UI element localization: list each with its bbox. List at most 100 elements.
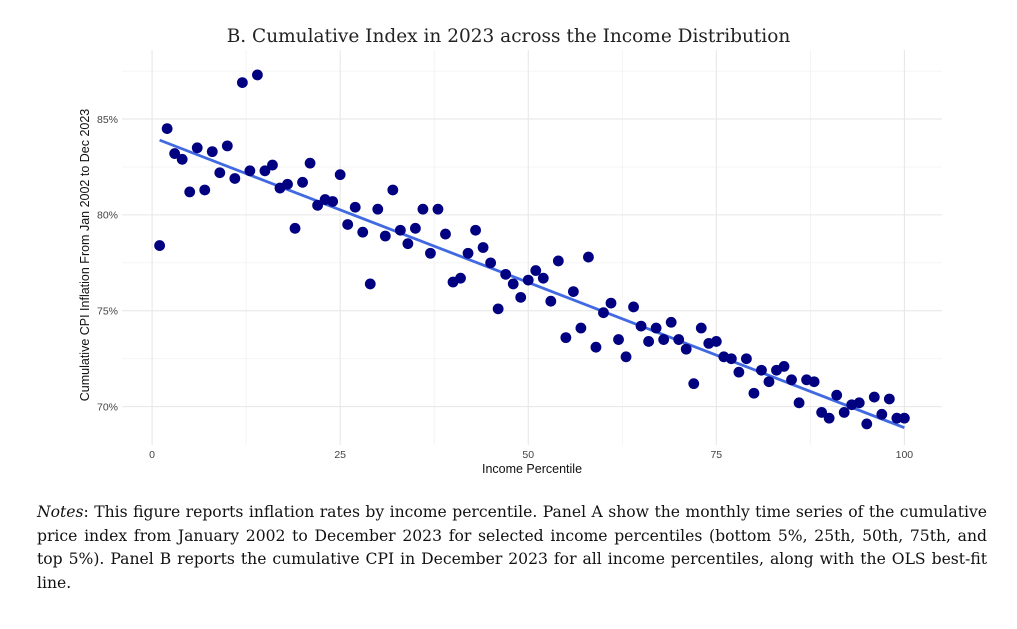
data-point [214,167,226,179]
data-point [620,351,632,363]
chart-title: B. Cumulative Index in 2023 across the I… [226,26,791,47]
data-point [417,203,429,215]
data-point [364,278,376,290]
data-point [492,303,504,315]
data-point [394,224,406,236]
data-point [297,176,308,188]
data-point [199,184,211,196]
data-point [184,186,196,198]
x-axis-title: Income Percentile [482,462,582,476]
x-tick-label: 50 [522,449,534,461]
data-point [372,203,384,215]
data-point [530,265,542,276]
data-point [613,334,624,345]
data-point [402,238,414,250]
data-points [154,69,910,430]
y-tick-label: 85% [97,114,118,126]
data-point [425,247,436,259]
data-point [733,366,745,378]
grid-lines [122,50,942,445]
data-point [221,140,233,152]
data-point [379,230,391,242]
data-point [282,178,293,190]
data-point [590,341,602,353]
data-point [161,123,173,135]
x-tick-label: 75 [710,449,722,461]
data-point [673,334,685,345]
data-point [808,376,820,388]
data-point [838,407,850,418]
data-point [455,272,466,284]
data-point [816,407,828,418]
data-point [680,343,692,355]
data-point [252,69,263,81]
data-point [778,360,790,372]
data-point [748,387,760,399]
data-point [432,203,444,215]
data-point [658,334,670,345]
y-tick-label: 80% [97,210,118,222]
data-point [688,378,700,390]
data-point [853,397,865,409]
data-point [485,257,497,269]
data-point [567,286,579,298]
data-point [831,389,843,401]
data-point [605,297,617,309]
data-point [823,412,835,424]
data-point [725,353,737,365]
data-point [643,336,655,347]
data-point [515,291,527,303]
data-point [267,159,278,171]
data-point [387,184,399,196]
figure-notes: Notes: This figure reports inflation rat… [37,501,987,595]
data-point [244,165,256,177]
data-point [763,376,775,388]
data-point [191,142,203,154]
data-point [598,307,609,319]
data-point [477,242,489,253]
y-axis-ticks: 70% 75% 80% 85% [97,114,118,414]
data-point [635,320,647,332]
data-point [861,418,873,430]
data-point [522,274,534,286]
data-point [206,146,218,158]
data-point [883,393,895,405]
data-point [304,157,316,169]
data-point [229,173,241,184]
data-point [537,272,549,284]
scatter-plot: 0 25 50 75 100 70% 75% 80% 85% Income Percentil… [78,50,942,476]
data-point [545,295,557,307]
data-point [357,226,369,238]
data-point [154,240,166,251]
y-axis-title: Cumulative CPI Inflation From Jan 2002 t… [78,109,92,402]
data-point [507,278,519,290]
data-point [169,148,181,159]
data-point [876,408,888,420]
data-point [462,247,474,259]
data-point [575,322,587,334]
data-point [793,397,805,409]
data-point [312,199,323,211]
data-point [327,196,339,207]
data-point [695,322,707,334]
x-tick-label: 0 [149,449,155,461]
data-point [289,222,301,234]
data-point [349,201,361,213]
data-point [710,336,722,347]
data-point [665,316,677,328]
data-point [334,169,346,181]
y-tick-label: 70% [97,401,118,413]
data-point [898,412,910,424]
data-point [409,222,421,234]
y-tick-label: 75% [97,306,118,318]
data-point [342,219,354,230]
x-tick-label: 25 [334,449,346,461]
data-point [259,165,271,177]
data-point [868,391,880,403]
data-point [440,228,451,240]
data-point [628,301,639,313]
notes-label: Notes [37,503,84,521]
data-point [756,364,767,376]
data-point [560,332,572,344]
